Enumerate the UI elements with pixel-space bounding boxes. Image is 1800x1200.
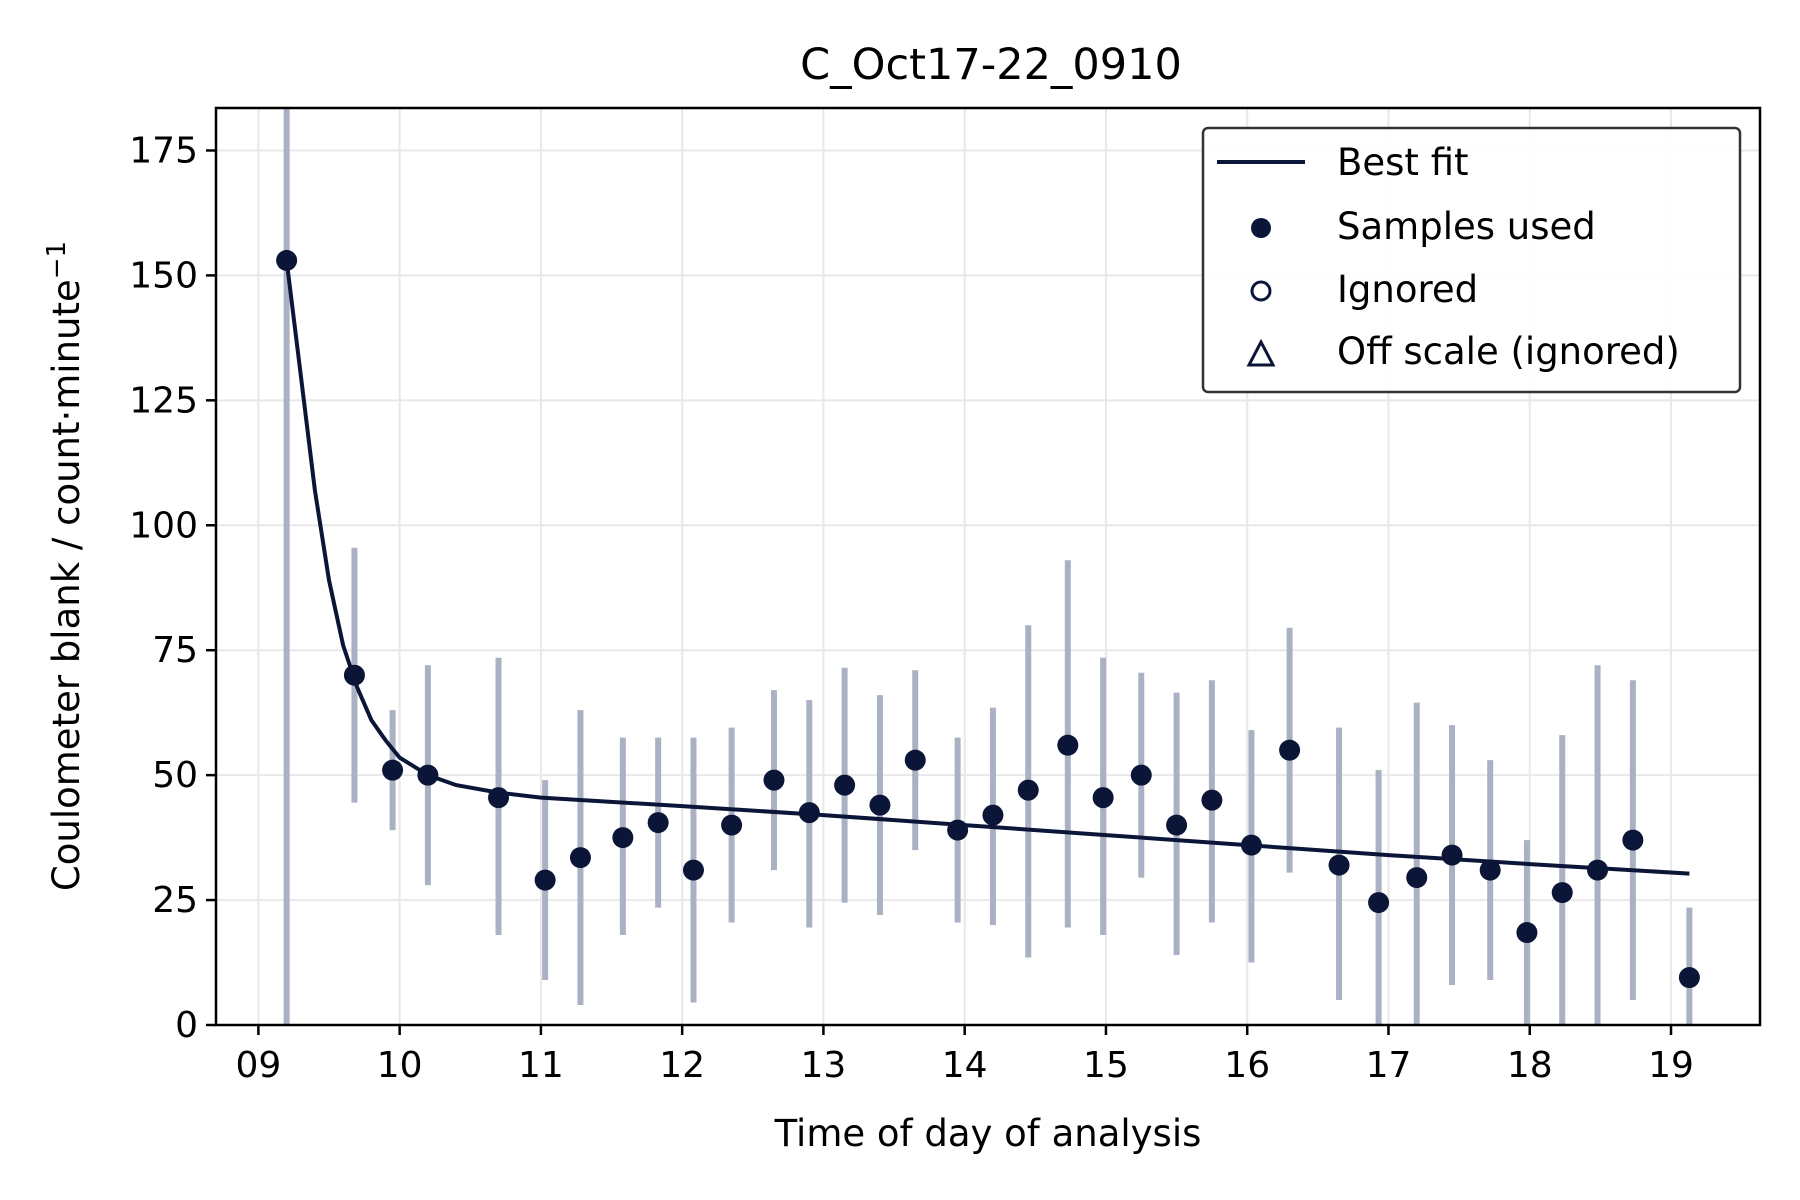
- sample-point-1: [343, 664, 365, 686]
- legend-samples-used-icon: [1251, 218, 1271, 238]
- x-tick-label-0: 09: [235, 1045, 281, 1086]
- sample-point-16: [947, 819, 969, 841]
- y-tick-label-7: 175: [129, 130, 198, 171]
- x-tick-label-3: 12: [659, 1045, 705, 1086]
- sample-point-6: [569, 847, 591, 869]
- legend-best-fit-label: Best fit: [1337, 141, 1469, 184]
- sample-point-14: [869, 794, 891, 816]
- x-axis-label: Time of day of analysis: [774, 1112, 1202, 1155]
- y-tick-label-4: 100: [129, 505, 198, 546]
- x-tick-label-8: 17: [1366, 1045, 1412, 1086]
- sample-point-9: [682, 859, 704, 881]
- x-tick-label-7: 16: [1224, 1045, 1270, 1086]
- best-fit-line: [284, 260, 1690, 876]
- sample-point-11: [763, 769, 785, 791]
- sample-point-25: [1279, 739, 1301, 761]
- sample-point-21: [1130, 764, 1152, 786]
- y-tick-label-6: 150: [129, 255, 198, 296]
- sample-point-18: [1017, 779, 1039, 801]
- sample-point-20: [1092, 787, 1114, 809]
- y-axis-label-main: Coulometer blank / count·minute: [45, 279, 88, 891]
- y-tick-label-5: 125: [129, 380, 198, 421]
- sample-points: [276, 249, 1700, 989]
- y-tick-label-3: 75: [152, 630, 198, 671]
- sample-point-32: [1551, 882, 1573, 904]
- sample-point-13: [834, 774, 856, 796]
- sample-point-24: [1240, 834, 1262, 856]
- legend: Best fit Samples used Ignored Off scale …: [1201, 126, 1742, 394]
- sample-point-17: [982, 804, 1004, 826]
- sample-point-10: [721, 814, 743, 836]
- y-axis-label-superscript: −1: [42, 241, 72, 279]
- y-axis-ticks: 0 25 50 75 100 125 150 175: [129, 130, 216, 1046]
- plot-frame: [214, 106, 1762, 1027]
- y-tick-label-2: 50: [152, 755, 198, 796]
- sample-point-15: [904, 749, 926, 771]
- sample-point-35: [1678, 967, 1700, 989]
- sample-point-29: [1441, 844, 1463, 866]
- legend-off-scale-triangle-icon: [1246, 338, 1276, 367]
- sample-point-30: [1479, 859, 1501, 881]
- sample-point-19: [1057, 734, 1079, 756]
- x-tick-label-1: 10: [377, 1045, 423, 1086]
- chart-title: C_Oct17-22_0910: [800, 40, 1182, 90]
- x-tick-label-5: 14: [942, 1045, 988, 1086]
- sample-point-0: [276, 249, 298, 271]
- legend-samples-used-label: Samples used: [1337, 205, 1596, 248]
- sample-point-2: [382, 759, 404, 781]
- x-tick-label-4: 13: [801, 1045, 847, 1086]
- sample-point-5: [534, 869, 556, 891]
- x-tick-label-6: 15: [1083, 1045, 1129, 1086]
- x-axis-ticks: 09 10 11 12 13 14 15 16 17 18 19: [235, 1025, 1694, 1086]
- sample-point-7: [612, 827, 634, 849]
- sample-point-26: [1328, 854, 1350, 876]
- sample-point-4: [488, 787, 510, 809]
- sample-point-3: [417, 764, 439, 786]
- legend-ignored-icon: [1250, 280, 1272, 302]
- sample-point-12: [798, 802, 820, 824]
- sample-point-27: [1368, 892, 1390, 914]
- sample-point-23: [1201, 789, 1223, 811]
- sample-point-34: [1622, 829, 1644, 851]
- sample-point-33: [1587, 859, 1609, 881]
- y-tick-label-1: 25: [152, 880, 198, 921]
- legend-frame: [1201, 126, 1742, 394]
- sample-point-31: [1516, 922, 1538, 944]
- sample-point-8: [647, 812, 669, 834]
- x-tick-label-9: 18: [1507, 1045, 1553, 1086]
- y-axis-label: Coulometer blank / count·minute−1: [42, 241, 88, 891]
- y-tick-label-0: 0: [175, 1005, 198, 1046]
- legend-ignored-label: Ignored: [1337, 268, 1478, 311]
- x-tick-label-2: 11: [518, 1045, 564, 1086]
- x-tick-label-10: 19: [1648, 1045, 1694, 1086]
- sample-point-28: [1406, 867, 1428, 889]
- sample-point-22: [1166, 814, 1188, 836]
- legend-off-scale-label: Off scale (ignored): [1337, 330, 1680, 373]
